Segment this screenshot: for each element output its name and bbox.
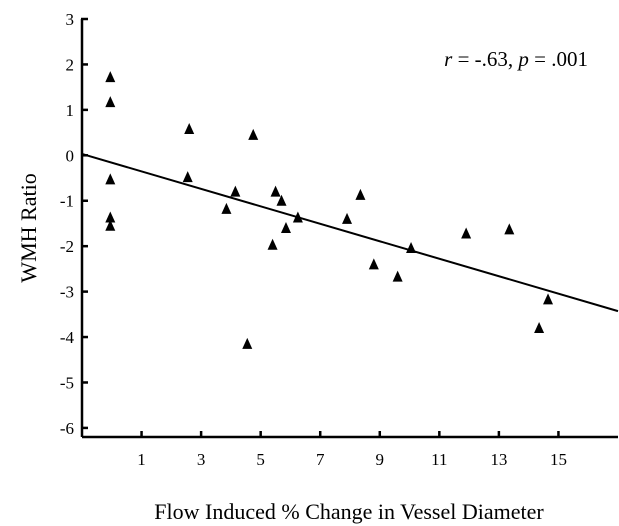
data-point <box>184 122 195 134</box>
y-tick-label: 2 <box>66 55 75 74</box>
data-point <box>406 241 417 253</box>
x-tick-label: 3 <box>197 450 206 469</box>
data-point <box>105 96 116 108</box>
y-tick-label: -5 <box>60 373 74 392</box>
data-point <box>461 227 472 239</box>
p-symbol: p <box>516 47 529 71</box>
data-point <box>267 238 278 250</box>
data-point <box>392 270 403 282</box>
data-point <box>504 223 515 235</box>
data-point <box>248 128 259 140</box>
x-tick-label: 7 <box>316 450 325 469</box>
x-tick-label: 13 <box>490 450 507 469</box>
data-point <box>105 211 116 223</box>
x-tick-label: 15 <box>550 450 567 469</box>
y-tick-label: 1 <box>66 101 75 120</box>
data-point <box>280 222 291 233</box>
r-symbol: r <box>444 47 453 71</box>
y-tick-label: 3 <box>66 10 75 29</box>
x-axis-title: Flow Induced % Change in Vessel Diameter <box>154 499 544 524</box>
data-point <box>534 321 545 333</box>
y-tick-label: -2 <box>60 237 74 256</box>
y-tick-label: -4 <box>60 328 75 347</box>
data-point <box>270 185 281 197</box>
p-value: = .001 <box>529 47 588 71</box>
x-tick-label: 9 <box>376 450 385 469</box>
x-tick-label: 1 <box>137 450 146 469</box>
data-point <box>242 337 253 349</box>
data-point <box>105 219 116 231</box>
data-point <box>230 185 241 197</box>
data-point <box>276 194 287 206</box>
y-tick-label: 0 <box>66 146 75 165</box>
regression-line <box>81 152 619 313</box>
data-point <box>292 211 303 223</box>
data-point <box>342 212 353 224</box>
data-point <box>543 293 554 305</box>
x-tick-label: 5 <box>256 450 265 469</box>
data-point <box>355 188 366 200</box>
data-point <box>368 258 379 270</box>
r-value: = -.63, <box>452 47 518 71</box>
y-tick-label: -6 <box>60 419 74 438</box>
correlation-annotation: r = -.63, p = .001 <box>444 47 588 71</box>
data-point <box>105 71 116 83</box>
x-tick-label: 11 <box>431 450 447 469</box>
y-axis-title: WMH Ratio <box>16 173 41 282</box>
y-tick-label: -1 <box>60 192 74 211</box>
y-tick-label: -3 <box>60 283 74 302</box>
data-point <box>182 171 193 183</box>
data-point <box>221 202 232 214</box>
data-point <box>105 173 116 185</box>
